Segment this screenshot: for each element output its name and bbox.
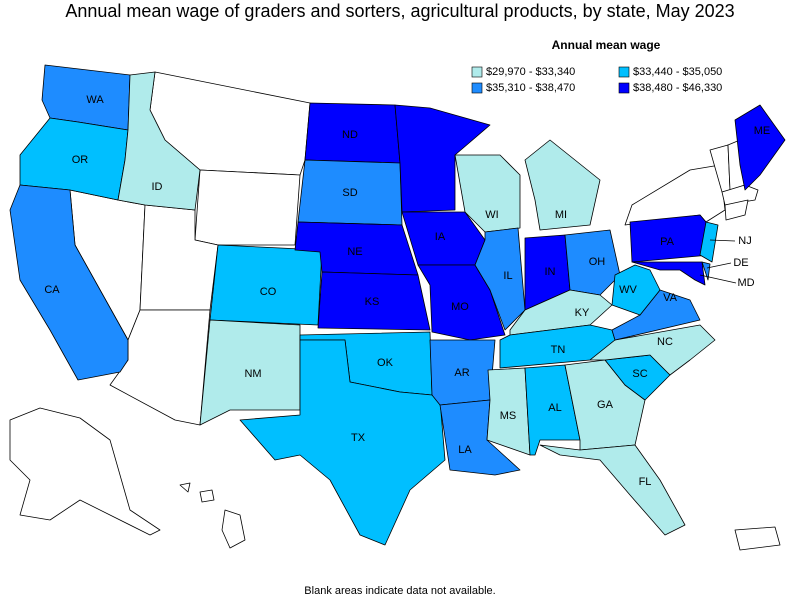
state-region [486,367,531,456]
state-region [699,221,719,263]
legend-label: $33,440 - $35,050 [633,66,722,78]
legend-swatch [471,66,483,78]
legend-label: $29,970 - $33,340 [486,66,575,78]
state-label: NM [244,368,261,380]
state-region [631,261,706,286]
state-label: NJ [738,235,751,247]
state-region [539,444,686,536]
legend-label: $35,310 - $38,470 [486,82,575,94]
state-label: NE [347,246,362,258]
state-blank [724,199,749,221]
leader-line [706,262,732,269]
state-region [117,71,201,211]
state-label: CO [260,286,277,298]
state-label: TX [351,432,366,444]
state-region [524,139,601,231]
state-label: AL [548,402,561,414]
hawaii [199,489,215,503]
state-label: OK [377,357,394,369]
legend-swatch [618,82,630,94]
state-label: ME [754,125,771,137]
legend-swatch [471,82,483,94]
leader-line [699,274,737,284]
state-label: SC [632,368,647,380]
state-region [9,184,129,381]
state-label: VA [663,292,678,304]
state-region [701,261,711,281]
hawaii [221,509,246,549]
states: WAORIDCACONMNDSDNEKSOKTXMNIAMOARLAWIILMI… [9,64,786,546]
leader-line [709,239,736,242]
state-label: AR [454,367,469,379]
state-region [589,324,716,376]
state-label: TN [551,344,566,356]
state-blank [194,169,301,246]
footnote: Blank areas indicate data not available. [304,585,495,597]
map-title: Annual mean wage of graders and sorters,… [65,1,734,21]
state-label: KS [365,296,380,308]
state-label: MD [737,277,754,289]
state-label: SD [342,187,357,199]
puerto-rico [734,526,781,551]
state-label: IN [545,266,556,278]
state-label: GA [597,399,614,411]
legend-title: Annual mean wage [552,38,661,52]
state-label: CA [44,284,60,296]
state-label: IL [503,270,512,282]
state-label: ID [152,181,163,193]
state-label: WI [485,209,498,221]
state-label: FL [639,476,652,488]
state-label: OR [72,154,89,166]
state-region [454,154,521,233]
state-region [239,339,446,546]
state-region [474,227,526,331]
legend-label: $38,480 - $46,330 [633,82,722,94]
state-region [734,104,786,191]
state-region [394,104,491,213]
state-label: LA [458,444,472,456]
state-blank [624,164,726,226]
state-label: MO [451,301,469,313]
state-region [317,271,431,331]
state-label: MI [555,209,567,221]
legend-swatch [618,66,630,78]
state-label: OH [589,256,606,268]
state-label: IA [435,231,446,243]
state-region [564,229,621,296]
state-region [199,319,301,426]
state-label: NC [657,336,673,348]
state-region [611,264,661,316]
state-label: MS [500,410,517,422]
alaska [9,407,161,536]
state-label: ND [342,129,358,141]
state-blank [721,184,759,206]
state-label: WV [619,284,637,296]
state-label: WA [86,94,104,106]
state-label: KY [575,307,590,319]
state-label: PA [660,236,675,248]
hawaii [179,482,191,493]
legend: Annual mean wage $29,970 - $33,340 $33,44… [471,38,722,94]
state-label: DE [733,257,748,269]
